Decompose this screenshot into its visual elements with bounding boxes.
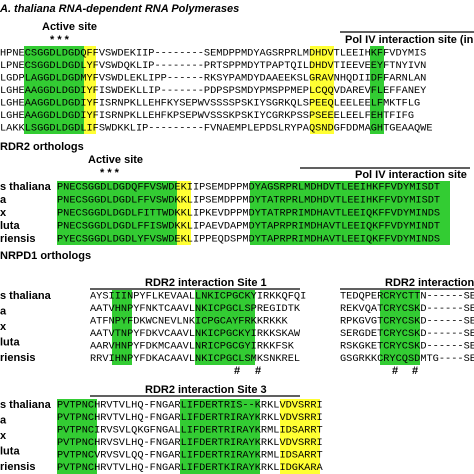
sequence: PVTPNCHRVTVLHQ-FNGARLIFDERTRIS--KRKLVDVS… <box>57 400 323 412</box>
site-mark: # <box>412 365 418 377</box>
sequence: PYECSGGDLDGDLYFVSWDEKLIPPEQDSPMDYTAPRPRI… <box>57 234 440 246</box>
species-label: x <box>0 321 7 333</box>
active-site-label: Active site <box>42 21 97 33</box>
sequence: PNECSGGDLDGDLFFVSWDKKLIPSEMDPPMDYTATRPRL… <box>57 195 440 207</box>
sequence: ATFNPYFDKWCNEVLNKICPGCAYFRKKRKKK <box>90 316 289 328</box>
sequence: REKVQATCRYCSKD------SEKS <box>340 303 474 315</box>
conserved-block <box>57 181 177 245</box>
species-label: a <box>0 194 7 206</box>
species-label: a <box>0 305 7 317</box>
sequence: PVTPNCVRVSVLQQ-FNGARLIFDERTRIRAYKRMLIDSA… <box>57 450 323 462</box>
section-title: RDR2 orthologs <box>0 141 84 153</box>
similar-block <box>177 181 191 245</box>
sequence: PNECSGGDLDGDLFFISWDKKLIPAEVDAPMDYTAPRPRI… <box>57 221 440 233</box>
similar-block <box>310 46 334 134</box>
sequence: HPNECSGGDLDGDQFFVSWDEKIIP--------SEMDPPM… <box>0 48 426 60</box>
sequence: PVTPNCHRVTVLHQ-FNGARLIFDERTRIRAYKRKLVDVS… <box>57 412 323 424</box>
site-label: RDR2 interaction S <box>385 277 474 289</box>
sequence: PNECSGGDLDGDQFFVSWDEKIIPSEMDPPMDYAGSRPRL… <box>57 182 440 194</box>
sequence: PNECSGGDLDGDLFITTWDKKLIPKEVDPPMDYTATRPRI… <box>57 208 440 220</box>
section-title: NRPD1 orthologs <box>0 250 91 262</box>
similar-block <box>280 399 320 474</box>
conserved-block <box>195 290 255 365</box>
panel-title: A. thaliana RNA-dependent RNA Polymerase… <box>0 3 239 15</box>
active-site-label: Active site <box>88 154 143 166</box>
conserved-block <box>380 290 420 365</box>
sequence: SERGDETCRYCSKD------SEKS <box>340 328 474 340</box>
species-label: x <box>0 207 7 219</box>
species-label: s thaliana <box>0 181 52 193</box>
species-label: s thaliana <box>0 290 52 302</box>
active-site-stars: * * * <box>100 167 120 179</box>
interaction-label: Pol IV interaction site <box>355 169 467 181</box>
conserved-block <box>24 46 84 134</box>
sequence: LPNECSGGDLDGDLYFVSWDQKLIP--------PRTSPPM… <box>0 60 426 72</box>
species-label: luta <box>0 220 20 232</box>
sequence: AARVHNPYFDKMCAAVLNRICPGCGYIRKKFSK <box>90 341 295 353</box>
species-label: a <box>0 414 7 426</box>
conserved-block <box>370 46 384 134</box>
site-mark: # <box>392 365 398 377</box>
sequence: LGDPLAGGDLDGDMYFVSWDLEKLIPP------RKSYPAM… <box>0 73 426 85</box>
sequence: RRVIHNPYFDKACAAVLNKICPGCLSMKSNKREL <box>90 353 300 365</box>
site-label: RDR2 interaction Site 3 <box>145 384 267 396</box>
conserved-block <box>57 399 97 474</box>
species-label: s thaliana <box>0 399 52 411</box>
site-label: RDR2 interaction Site 1 <box>145 277 267 289</box>
highlights <box>24 46 450 474</box>
species-label: x <box>0 430 7 442</box>
species-label: riensis <box>0 233 35 245</box>
sequence: TEDQPERCRYCTTN------SEKS <box>340 291 474 303</box>
species-label: riensis <box>0 461 35 473</box>
sequence: RSKGKETCRYCSKD------SEKS <box>340 341 474 353</box>
sequence: PVTPNCHRVSVLHQ-FNGARLIFDERTRIRAYKRKLVDVS… <box>57 437 323 449</box>
sequence: AATVHNPYFNKTCAAVLNKICPGCLSPREGIDTK <box>90 303 301 315</box>
sequence: LAKKLSGGDLDGDLIFSWDKKLIP---------FVNAEMP… <box>0 123 433 135</box>
sequence: LGHEAAGGDLDGDIYFISRNPKLLEHFKPSEPWVSSSKPS… <box>0 110 414 122</box>
sequence: PVTPNCIRVSVLQKGFNGALLIFDERTRIRAYKRMLIDSA… <box>57 425 323 437</box>
sequence: GSGRKKCRYCQSDMTG----SEKS <box>340 353 474 365</box>
sequence: LGHEAAGGDLDGDIYFISRNPKLLEHFKYSEPWVSSSSPS… <box>0 98 420 110</box>
conserved-block <box>180 399 260 474</box>
species-label: luta <box>0 445 20 457</box>
sequence: LGHEAAGGDLDGDIYFISWDEKLLIP-------PDPSPSM… <box>0 85 426 97</box>
active-site-stars: * * * <box>50 34 70 46</box>
species-label: riensis <box>0 352 35 364</box>
sequence: PVTPNCHRVTVLHQ-FNGARLIFDERTKIRAYKRKLIDGK… <box>57 462 324 474</box>
species-label: luta <box>0 336 20 348</box>
site-mark: # <box>234 365 240 377</box>
site-mark: # <box>255 365 261 377</box>
interaction-label: Pol IV interaction site (in <box>345 34 474 46</box>
similar-block <box>84 46 96 134</box>
sequence: AATVTNPYFDKVCAAVLNKICPGCKYIRKKSKAW <box>90 328 301 340</box>
sequence: RPKGVGTCRYCSKD------SEKS <box>340 316 474 328</box>
conserved-block <box>112 290 132 365</box>
conserved-block <box>250 181 450 245</box>
sequence: AYSIIINPYFLKEVAALLNKICPGCKYIRKKQFQI <box>90 291 306 303</box>
